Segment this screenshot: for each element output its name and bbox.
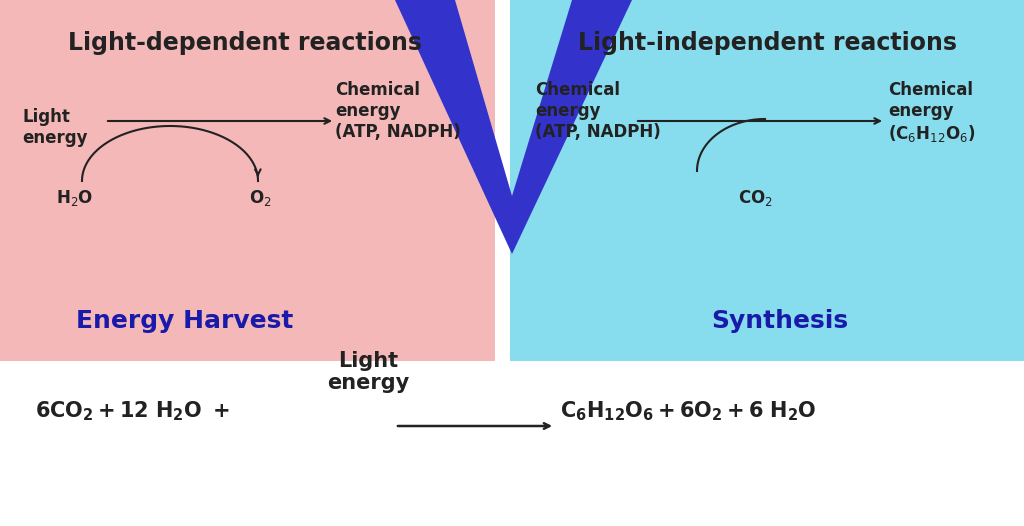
FancyBboxPatch shape [510, 0, 1024, 361]
Text: Chemical
energy
(ATP, NADPH): Chemical energy (ATP, NADPH) [335, 81, 461, 140]
Text: $\mathbf{6CO_2 + 12\ H_2O\ +}$: $\mathbf{6CO_2 + 12\ H_2O\ +}$ [35, 399, 229, 423]
Text: Energy Harvest: Energy Harvest [77, 309, 294, 333]
Text: Light
energy: Light energy [327, 351, 410, 393]
Text: CO$_2$: CO$_2$ [737, 188, 772, 208]
Text: H$_2$O: H$_2$O [56, 188, 93, 208]
Text: Light-dependent reactions: Light-dependent reactions [68, 31, 422, 55]
Text: Light
energy: Light energy [22, 108, 87, 147]
Text: Light-independent reactions: Light-independent reactions [578, 31, 956, 55]
Text: O$_2$: O$_2$ [249, 188, 271, 208]
Text: Chemical
energy
(C$_6$H$_{12}$O$_6$): Chemical energy (C$_6$H$_{12}$O$_6$) [888, 81, 976, 144]
Text: Synthesis: Synthesis [712, 309, 849, 333]
Text: Chemical
energy
(ATP, NADPH): Chemical energy (ATP, NADPH) [535, 81, 660, 140]
FancyBboxPatch shape [0, 0, 495, 361]
Text: $\mathbf{C_6H_{12}O_6 + 6O_2 + 6\ H_2O}$: $\mathbf{C_6H_{12}O_6 + 6O_2 + 6\ H_2O}$ [560, 399, 816, 423]
Polygon shape [395, 0, 632, 254]
